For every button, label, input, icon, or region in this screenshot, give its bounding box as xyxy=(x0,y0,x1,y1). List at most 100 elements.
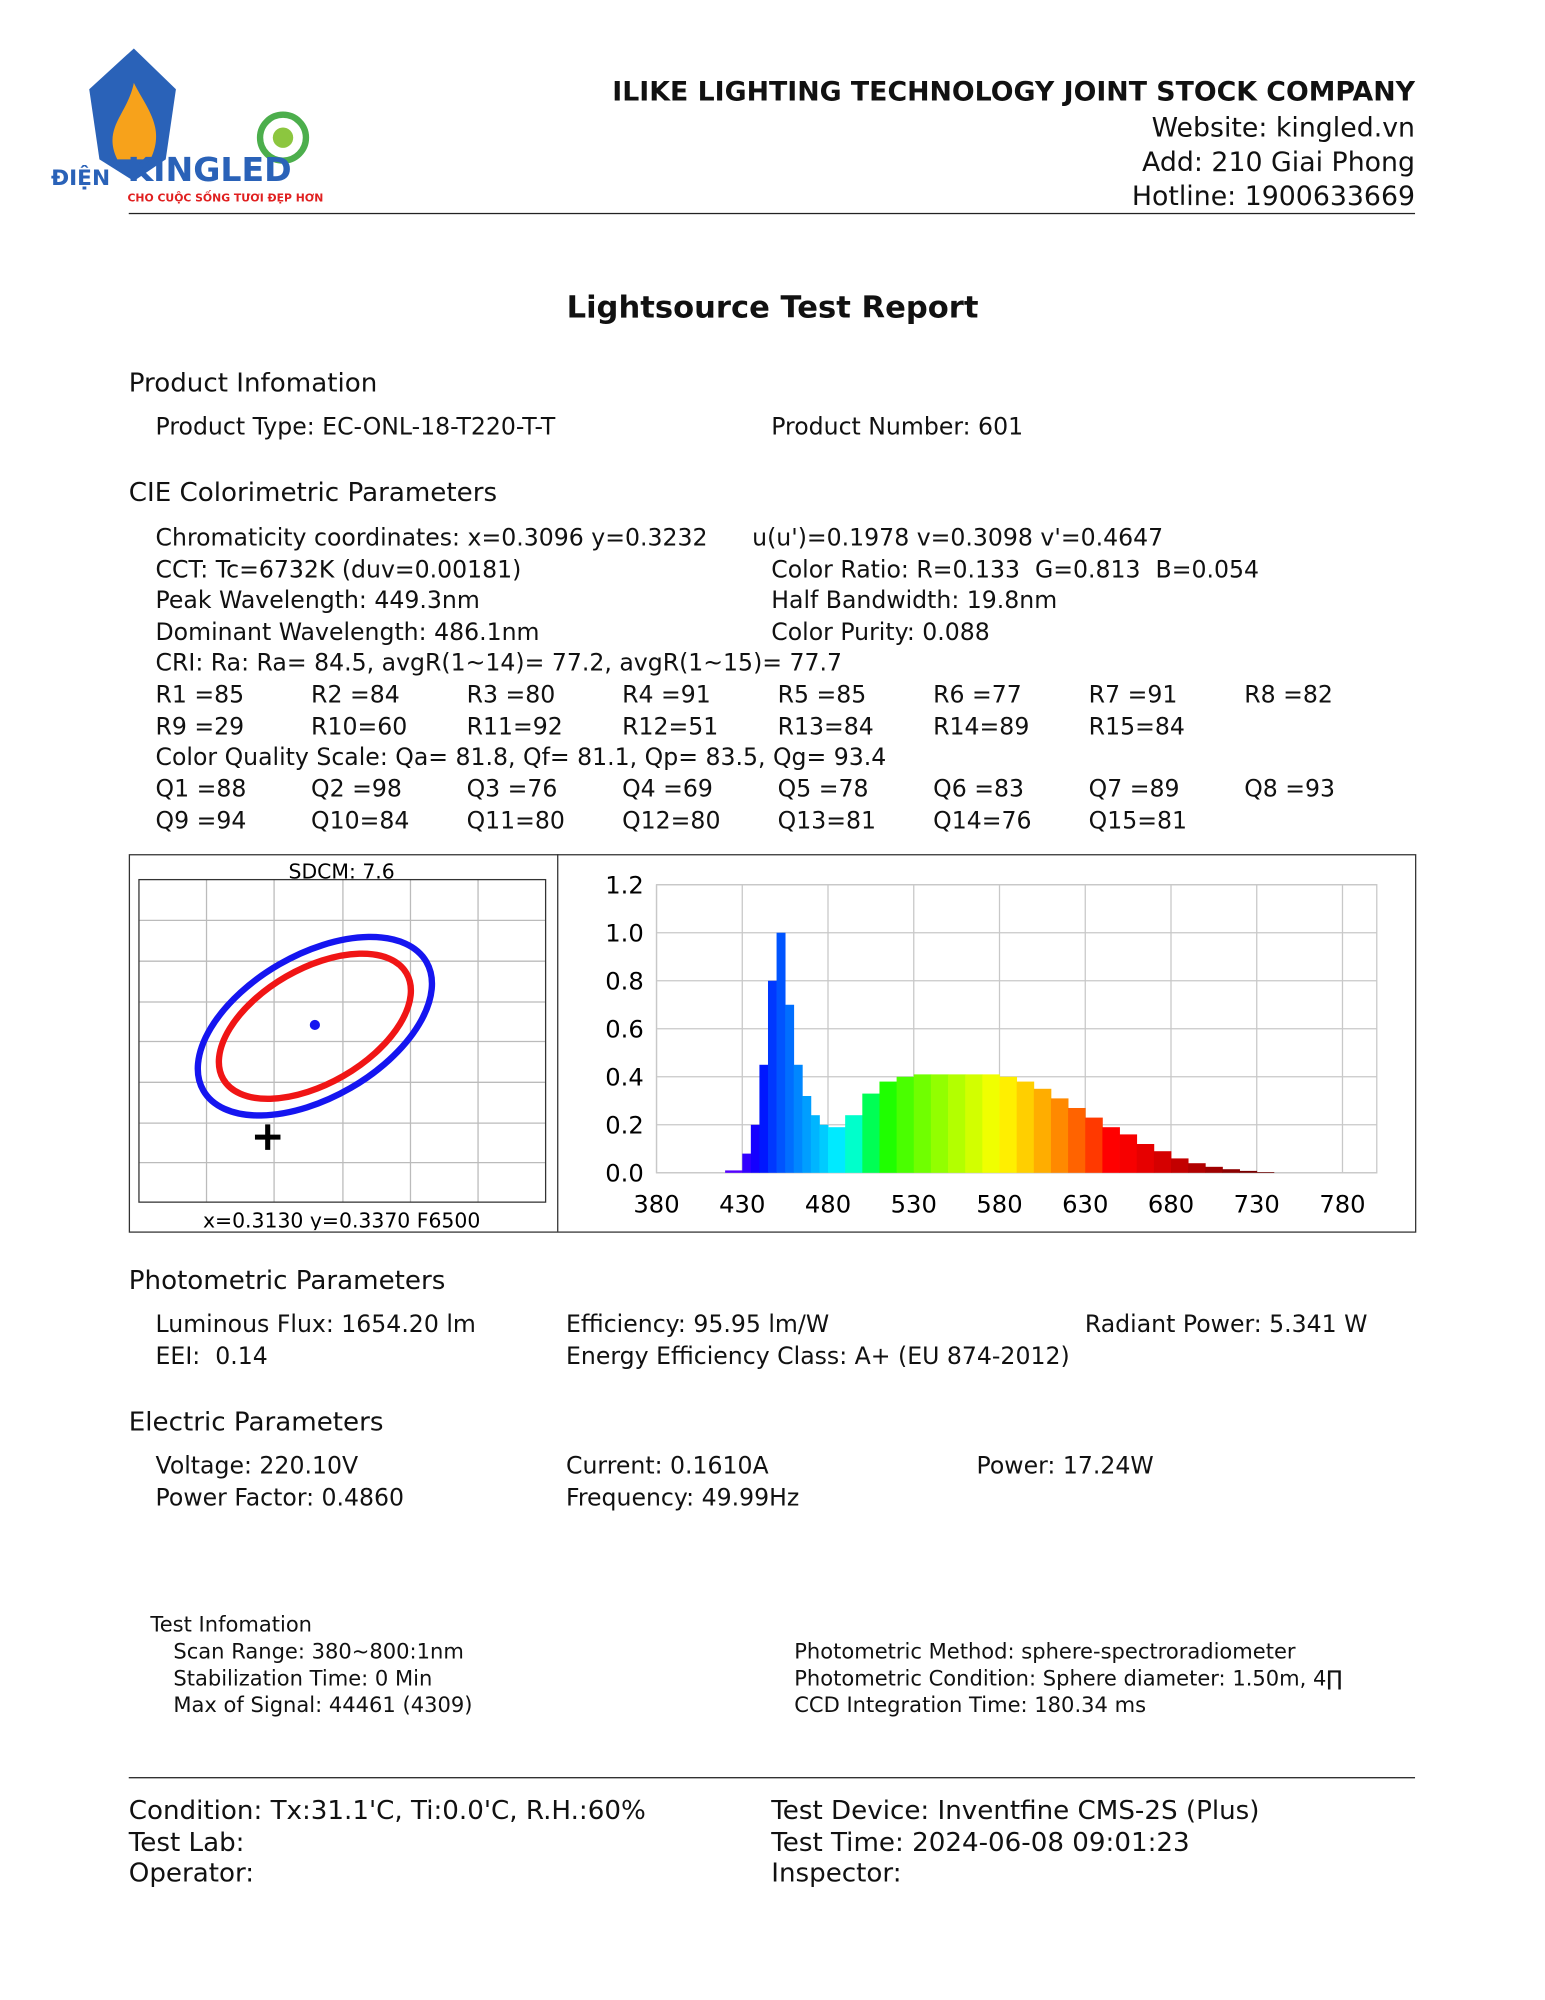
test-param: Stabilization Time: 0 Min xyxy=(173,1666,433,1691)
index-value: R15=84 xyxy=(1088,713,1185,741)
footer-field: Operator: xyxy=(128,1857,255,1889)
spectrum-bar xyxy=(785,1004,795,1173)
spectrum-bar xyxy=(750,1124,760,1173)
index-value: R11=92 xyxy=(466,713,563,741)
index-value: Q7 =89 xyxy=(1088,776,1180,804)
spectrum-bar xyxy=(896,1076,915,1173)
test-param: Scan Range: 380~800:1nm xyxy=(173,1639,464,1664)
footer-field: Condition: Tx:31.1'C, Ti:0.0'C, R.H.:60% xyxy=(128,1794,646,1826)
section-heading: Electric Parameters xyxy=(128,1406,384,1437)
index-value: Q10=84 xyxy=(311,807,410,835)
product-type: Product Type: EC-ONL-18-T220-T-T xyxy=(155,414,556,442)
spectrum-bar xyxy=(1256,1172,1275,1173)
y-tick-label: 0.4 xyxy=(605,1064,644,1092)
y-tick-label: 0.8 xyxy=(605,968,644,996)
cie-param: u(u')=0.1978 v=0.3098 v'=0.4647 xyxy=(752,525,1164,552)
spectrum-bar xyxy=(1188,1163,1206,1173)
y-tick-label: 0.2 xyxy=(605,1112,644,1140)
spectrum-bar xyxy=(1033,1088,1052,1173)
x-tick-label: 430 xyxy=(719,1190,765,1218)
index-value: R2 =84 xyxy=(311,682,400,709)
footer-field: Test Lab: xyxy=(128,1826,245,1857)
logo: ĐIỆN KINGLED CHO CUỘC SỐNG TƯƠI ĐẸP HƠN xyxy=(51,48,323,204)
spectrum-bar xyxy=(776,932,786,1173)
index-value: Q2 =98 xyxy=(311,776,402,804)
section-heading: CIE Colorimetric Parameters xyxy=(128,476,498,508)
logo-slogan: CHO CUỘC SỐNG TƯƠI ĐẸP HƠN xyxy=(127,189,323,204)
spectrum-bar xyxy=(793,1064,803,1173)
electric-param: Power Factor: 0.4860 xyxy=(155,1484,405,1512)
spectrum-bar xyxy=(1016,1081,1035,1173)
index-value: Q8 =93 xyxy=(1244,776,1336,804)
spectrum-bar xyxy=(879,1081,897,1173)
cie-param: Color Ratio: R=0.133 G=0.813 B=0.054 xyxy=(771,556,1259,584)
x-tick-label: 480 xyxy=(805,1190,851,1218)
spectrum-bar xyxy=(725,1170,743,1173)
index-value: R7 =91 xyxy=(1088,682,1178,709)
photometric-param: Energy Efficiency Class: A+ (EU 874-2012… xyxy=(566,1343,1070,1371)
index-value: R5 =85 xyxy=(777,682,867,709)
spectrum-bar xyxy=(1222,1169,1240,1173)
cie-param: Half Bandwidth: 19.8nm xyxy=(771,588,1058,615)
spectrum-bar xyxy=(1085,1117,1103,1173)
spectrum-bar xyxy=(845,1115,863,1173)
index-value: R14=89 xyxy=(933,713,1030,741)
cie-param: Chromaticity coordinates: x=0.3096 y=0.3… xyxy=(155,525,708,552)
index-value: R9 =29 xyxy=(155,713,245,741)
index-value: Q15=81 xyxy=(1088,807,1188,835)
index-value: R4 =91 xyxy=(622,682,711,709)
spectrum-bar xyxy=(948,1074,966,1173)
spectrum-bar xyxy=(742,1153,752,1173)
index-value: Q5 =78 xyxy=(777,776,869,804)
section-heading: Photometric Parameters xyxy=(128,1264,446,1296)
spectrum-bar xyxy=(759,1064,769,1173)
spectrum-bar xyxy=(862,1093,880,1173)
logo-brand: KINGLED xyxy=(127,150,291,189)
hotline: Hotline: 1900633669 xyxy=(1131,181,1416,212)
section-heading: Product Infomation xyxy=(128,367,378,398)
photometric-param: EEI: 0.14 xyxy=(155,1343,268,1371)
chart-divider xyxy=(557,854,559,1232)
photometric-param: Efficiency: 95.95 lm/W xyxy=(566,1311,830,1339)
footer-field: Test Device: Inventfine CMS-2S (Plus) xyxy=(771,1794,1260,1826)
index-value: R1 =85 xyxy=(155,682,245,709)
cie-param: Dominant Wavelength: 486.1nm xyxy=(155,619,540,647)
section-heading: Test Infomation xyxy=(150,1612,313,1637)
spectrum-bar xyxy=(1205,1166,1223,1173)
spectrum-bar xyxy=(1050,1098,1069,1173)
index-value: R3 =80 xyxy=(466,682,556,709)
spectrum-bar xyxy=(767,980,777,1173)
footer-field: Test Time: 2024-06-08 09:01:23 xyxy=(771,1826,1190,1857)
index-value: R10=60 xyxy=(311,713,408,741)
spectrum-bar xyxy=(802,1095,812,1173)
address: Add: 210 Giai Phong xyxy=(1142,146,1416,178)
cri: CRI: Ra: Ra= 84.5, avgR(1~14)= 77.2, avg… xyxy=(155,650,843,677)
spectrum-bar xyxy=(1153,1151,1172,1173)
index-value: R8 =82 xyxy=(1244,682,1333,709)
spectrum-bar xyxy=(1239,1170,1258,1173)
electric-param: Frequency: 49.99Hz xyxy=(566,1484,800,1512)
index-value: Q14=76 xyxy=(933,807,1032,835)
spectrum-bar xyxy=(1102,1127,1120,1173)
index-value: Q12=80 xyxy=(622,807,721,835)
electric-param: Power: 17.24W xyxy=(976,1453,1154,1481)
y-tick-label: 1.2 xyxy=(605,872,644,900)
y-tick-label: 1.0 xyxy=(605,920,644,948)
footer-rule xyxy=(128,1777,1416,1779)
spectrum-bar xyxy=(999,1076,1018,1173)
cqs: Color Quality Scale: Qa= 81.8, Qf= 81.1,… xyxy=(155,744,887,772)
report-title: Lightsource Test Report xyxy=(566,289,979,326)
index-value: Q4 =69 xyxy=(622,776,713,804)
x-tick-label: 530 xyxy=(891,1190,937,1218)
y-tick-label: 0.6 xyxy=(605,1016,644,1044)
x-tick-label: 680 xyxy=(1148,1190,1194,1218)
website: Website: kingled.vn xyxy=(1151,112,1416,143)
index-value: Q11=80 xyxy=(466,807,565,835)
x-tick-label: 580 xyxy=(976,1190,1022,1218)
x-tick-label: 730 xyxy=(1234,1190,1280,1218)
sdcm: SDCM: 7.6 xyxy=(289,859,395,883)
reference-point: x=0.3130 y=0.3370 F6500 xyxy=(203,1209,480,1231)
chart-frame xyxy=(128,854,1417,1233)
index-value: R6 =77 xyxy=(933,682,1022,709)
